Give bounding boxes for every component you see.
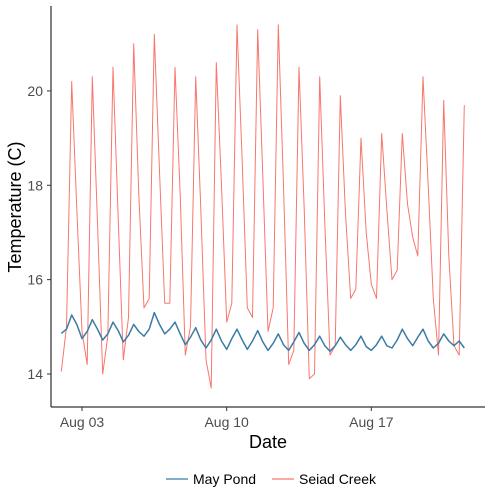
y-tick-label: 18 — [27, 177, 43, 193]
x-tick-label: Aug 10 — [204, 414, 249, 430]
legend: May Pond Seiad Creek — [166, 471, 377, 487]
legend-label: Seiad Creek — [299, 471, 377, 487]
y-axis-ticks: 14 16 18 20 — [27, 83, 51, 382]
x-axis-ticks: Aug 03 Aug 10 Aug 17 — [60, 407, 394, 430]
may-pond-line — [60, 311, 465, 353]
y-tick-label: 14 — [27, 366, 43, 382]
plot-panel — [50, 6, 485, 408]
y-tick-label: 16 — [27, 272, 43, 288]
y-tick-label: 20 — [27, 83, 43, 99]
x-tick-label: Aug 03 — [60, 414, 105, 430]
seiad-creek-line — [60, 24, 465, 389]
y-axis-title: Temperature (C) — [5, 141, 25, 272]
series-layer — [60, 24, 465, 389]
legend-label: May Pond — [193, 471, 256, 487]
x-axis-title: Date — [249, 432, 287, 452]
x-tick-label: Aug 17 — [349, 414, 394, 430]
